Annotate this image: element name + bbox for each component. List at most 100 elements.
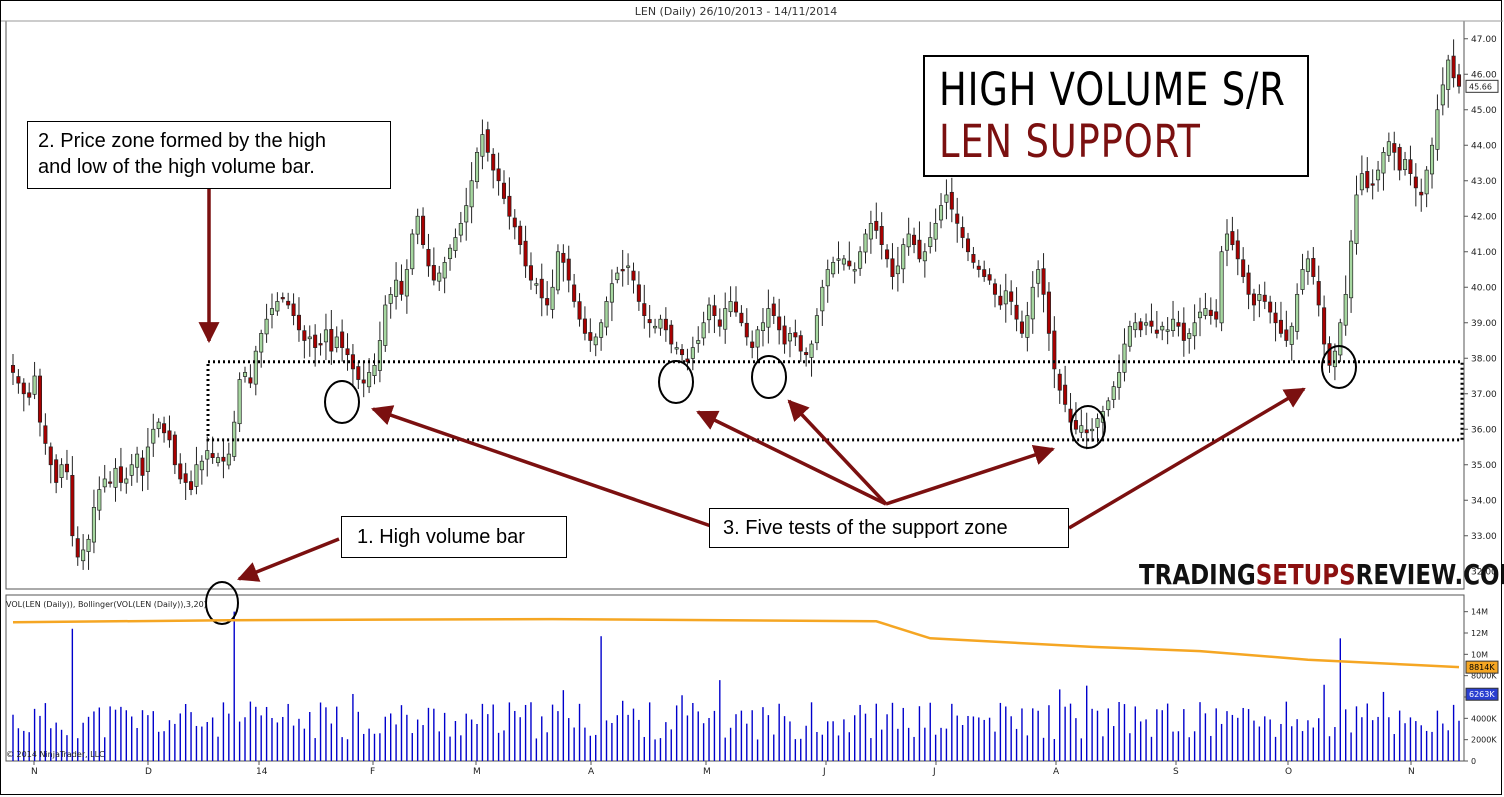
brand-part-3: REVIEW.COM [1355, 558, 1504, 591]
candle-up [458, 223, 463, 236]
candle-down [1214, 311, 1219, 320]
candle-down [539, 278, 544, 299]
candle-up [124, 478, 129, 484]
candle-up [156, 421, 161, 430]
candle-up [242, 372, 248, 377]
candle-down [1063, 384, 1068, 405]
candle-down [588, 332, 593, 341]
candle-down [426, 248, 431, 267]
title-line-2: LEN SUPPORT [939, 115, 1201, 168]
candle-down [10, 365, 16, 373]
candle-down [1251, 293, 1256, 306]
candle-up [1117, 372, 1122, 388]
price-tick-label: 36.00 [1471, 425, 1497, 435]
candle-up [377, 340, 382, 371]
candle-up [787, 333, 792, 342]
candle-up [372, 365, 377, 376]
candle-down [1327, 343, 1332, 366]
candle-down [1413, 176, 1418, 189]
candle-up [933, 223, 938, 240]
candle-up [701, 322, 706, 339]
candle-up [1192, 322, 1197, 337]
candle-up [928, 237, 933, 247]
candle-down [793, 332, 798, 338]
annotation-arrow [696, 410, 887, 506]
candle-down [1284, 329, 1289, 341]
candle-down [75, 538, 80, 558]
candle-down [167, 430, 172, 441]
candle-up [1025, 315, 1030, 338]
candle-up [895, 265, 900, 275]
annotation-price-zone-line1: 2. Price zone formed by the high [38, 130, 326, 152]
bollinger-badge-label: 8814K [1469, 663, 1495, 672]
candle-up [550, 286, 555, 310]
candle-down [545, 298, 550, 306]
bollinger-line [12, 617, 1460, 669]
candle-up [81, 549, 86, 562]
candle-down [1311, 258, 1316, 277]
candle-down [620, 269, 625, 272]
candle-down [1322, 307, 1327, 345]
candle-up [1295, 294, 1300, 332]
candle-down [1181, 322, 1186, 341]
candle-down [528, 265, 533, 281]
candle-up [367, 372, 372, 388]
candle-up [820, 286, 825, 312]
x-tick-label: M [473, 767, 481, 777]
volume-badge-label: 6263K [1469, 690, 1495, 699]
x-tick-label: M [703, 767, 711, 777]
price-tick-label: 34.00 [1471, 496, 1497, 506]
title-line-1: HIGH VOLUME S/R [939, 63, 1286, 116]
candle-up [1133, 322, 1138, 331]
brand-part-2: SETUPS [1255, 558, 1356, 591]
candle-up [226, 453, 231, 466]
candle-up [253, 350, 258, 385]
candle-up [129, 464, 134, 476]
candle-up [755, 329, 760, 348]
volume-badge [1465, 687, 1499, 701]
candle-down [70, 475, 75, 537]
candle-up [216, 457, 221, 463]
candle-up [1257, 294, 1262, 301]
candle-down [955, 213, 960, 224]
x-tick-label: A [1053, 767, 1060, 777]
x-tick-label: O [1285, 767, 1292, 777]
volume-tick-label: 10M [1471, 650, 1488, 659]
x-tick-label: A [588, 767, 595, 777]
candle-up [814, 315, 819, 344]
candle-up [706, 304, 712, 321]
candle-down [43, 425, 48, 444]
candle-down [361, 379, 366, 384]
x-tick-label: N [31, 767, 38, 777]
price-tick-label: 44.00 [1471, 141, 1497, 151]
x-tick-label: D [145, 767, 152, 777]
annotation-arrow [787, 399, 888, 506]
x-tick-label: N [1408, 767, 1415, 777]
candle-up [944, 194, 949, 203]
price-tick-label: 32.00 [1471, 567, 1497, 577]
candle-up [809, 343, 814, 358]
candle-up [1030, 286, 1035, 320]
test-circle [1321, 345, 1357, 389]
candle-up [1144, 322, 1149, 326]
candle-up [922, 251, 927, 262]
candle-up [442, 262, 447, 279]
price-tick-label: 35.00 [1471, 461, 1497, 471]
candle-down [971, 254, 976, 263]
candle-up [1111, 386, 1116, 400]
candle-down [1149, 320, 1154, 327]
candle-up [1435, 109, 1440, 150]
candle-down [631, 270, 636, 281]
candle-down [636, 284, 641, 302]
candle-up [609, 283, 614, 303]
candle-down [248, 377, 253, 384]
candle-down [1230, 231, 1235, 246]
test-circle [658, 360, 694, 404]
candle-up [1160, 325, 1165, 331]
candle-down [1014, 304, 1019, 320]
candle-down [345, 348, 350, 356]
candle-down [1052, 330, 1057, 370]
annotation-high-volume-bar: 1. High volume bar [341, 516, 567, 558]
price-tick-label: 45.00 [1471, 106, 1497, 116]
